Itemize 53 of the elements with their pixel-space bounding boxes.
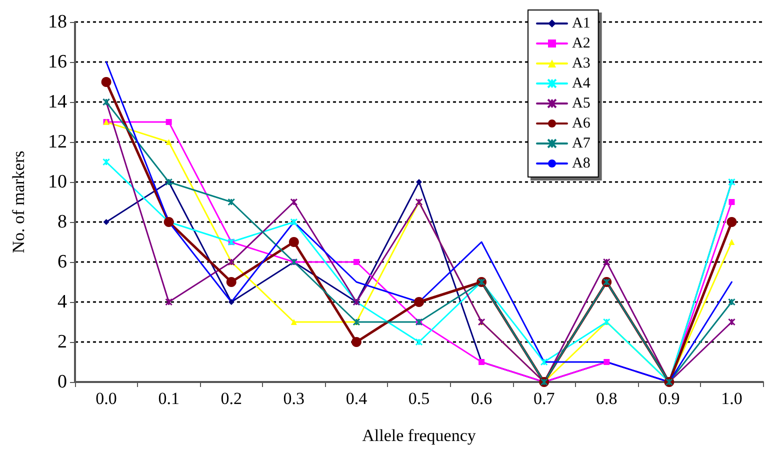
point	[290, 198, 298, 206]
point	[353, 259, 360, 265]
x-tick-label: 0.0	[96, 389, 117, 408]
x-tick-label: 0.6	[470, 389, 492, 408]
y-tick-label: 6	[58, 252, 67, 272]
y-axis-title: No. of markers	[9, 150, 28, 254]
legend-label: A7	[572, 136, 591, 152]
y-tick-label: 4	[58, 292, 68, 312]
legend-label: A3	[572, 56, 590, 72]
x-tick-label: 0.9	[658, 389, 680, 408]
x-tick-label: 0.7	[533, 389, 556, 408]
point	[103, 219, 110, 225]
x-axis-title: Allele frequency	[362, 426, 476, 445]
y-tick-label: 12	[48, 132, 67, 152]
legend-label: A5	[572, 96, 590, 112]
point	[416, 179, 422, 185]
y-tick-label: 16	[48, 52, 67, 72]
point	[226, 277, 236, 287]
point	[414, 297, 424, 307]
x-tick-label: 0.3	[283, 389, 305, 408]
point	[288, 237, 299, 247]
point	[166, 119, 172, 125]
y-tick-label: 14	[48, 92, 68, 112]
x-tick-label: 0.1	[158, 389, 180, 408]
point	[540, 358, 548, 366]
point	[728, 199, 735, 205]
x-tick-label: 0.4	[346, 389, 368, 408]
point	[726, 217, 737, 227]
y-tick-label: 8	[58, 212, 67, 232]
x-tick-label: 0.5	[408, 389, 430, 408]
x-tick-label: 0.8	[596, 389, 618, 408]
legend-label: A1	[572, 16, 590, 32]
point	[101, 77, 112, 87]
point	[602, 258, 610, 266]
point	[290, 319, 297, 325]
point	[290, 218, 298, 226]
point	[351, 337, 362, 347]
legend-label: A8	[572, 156, 590, 172]
y-tick-label: 18	[48, 12, 67, 32]
y-tick-label: 10	[48, 172, 67, 192]
legend-label: A2	[572, 36, 590, 52]
y-tick-label: 2	[58, 332, 67, 352]
legend-label: A6	[572, 116, 591, 132]
x-tick-label: 0.2	[220, 389, 242, 408]
x-tick-label: 1.0	[721, 389, 742, 408]
legend-label: A4	[572, 76, 591, 92]
point	[728, 239, 735, 245]
point	[415, 338, 423, 346]
point	[166, 139, 172, 145]
point	[165, 298, 173, 306]
y-tick-label: 0	[58, 372, 67, 392]
point	[228, 198, 236, 206]
point	[228, 299, 234, 305]
